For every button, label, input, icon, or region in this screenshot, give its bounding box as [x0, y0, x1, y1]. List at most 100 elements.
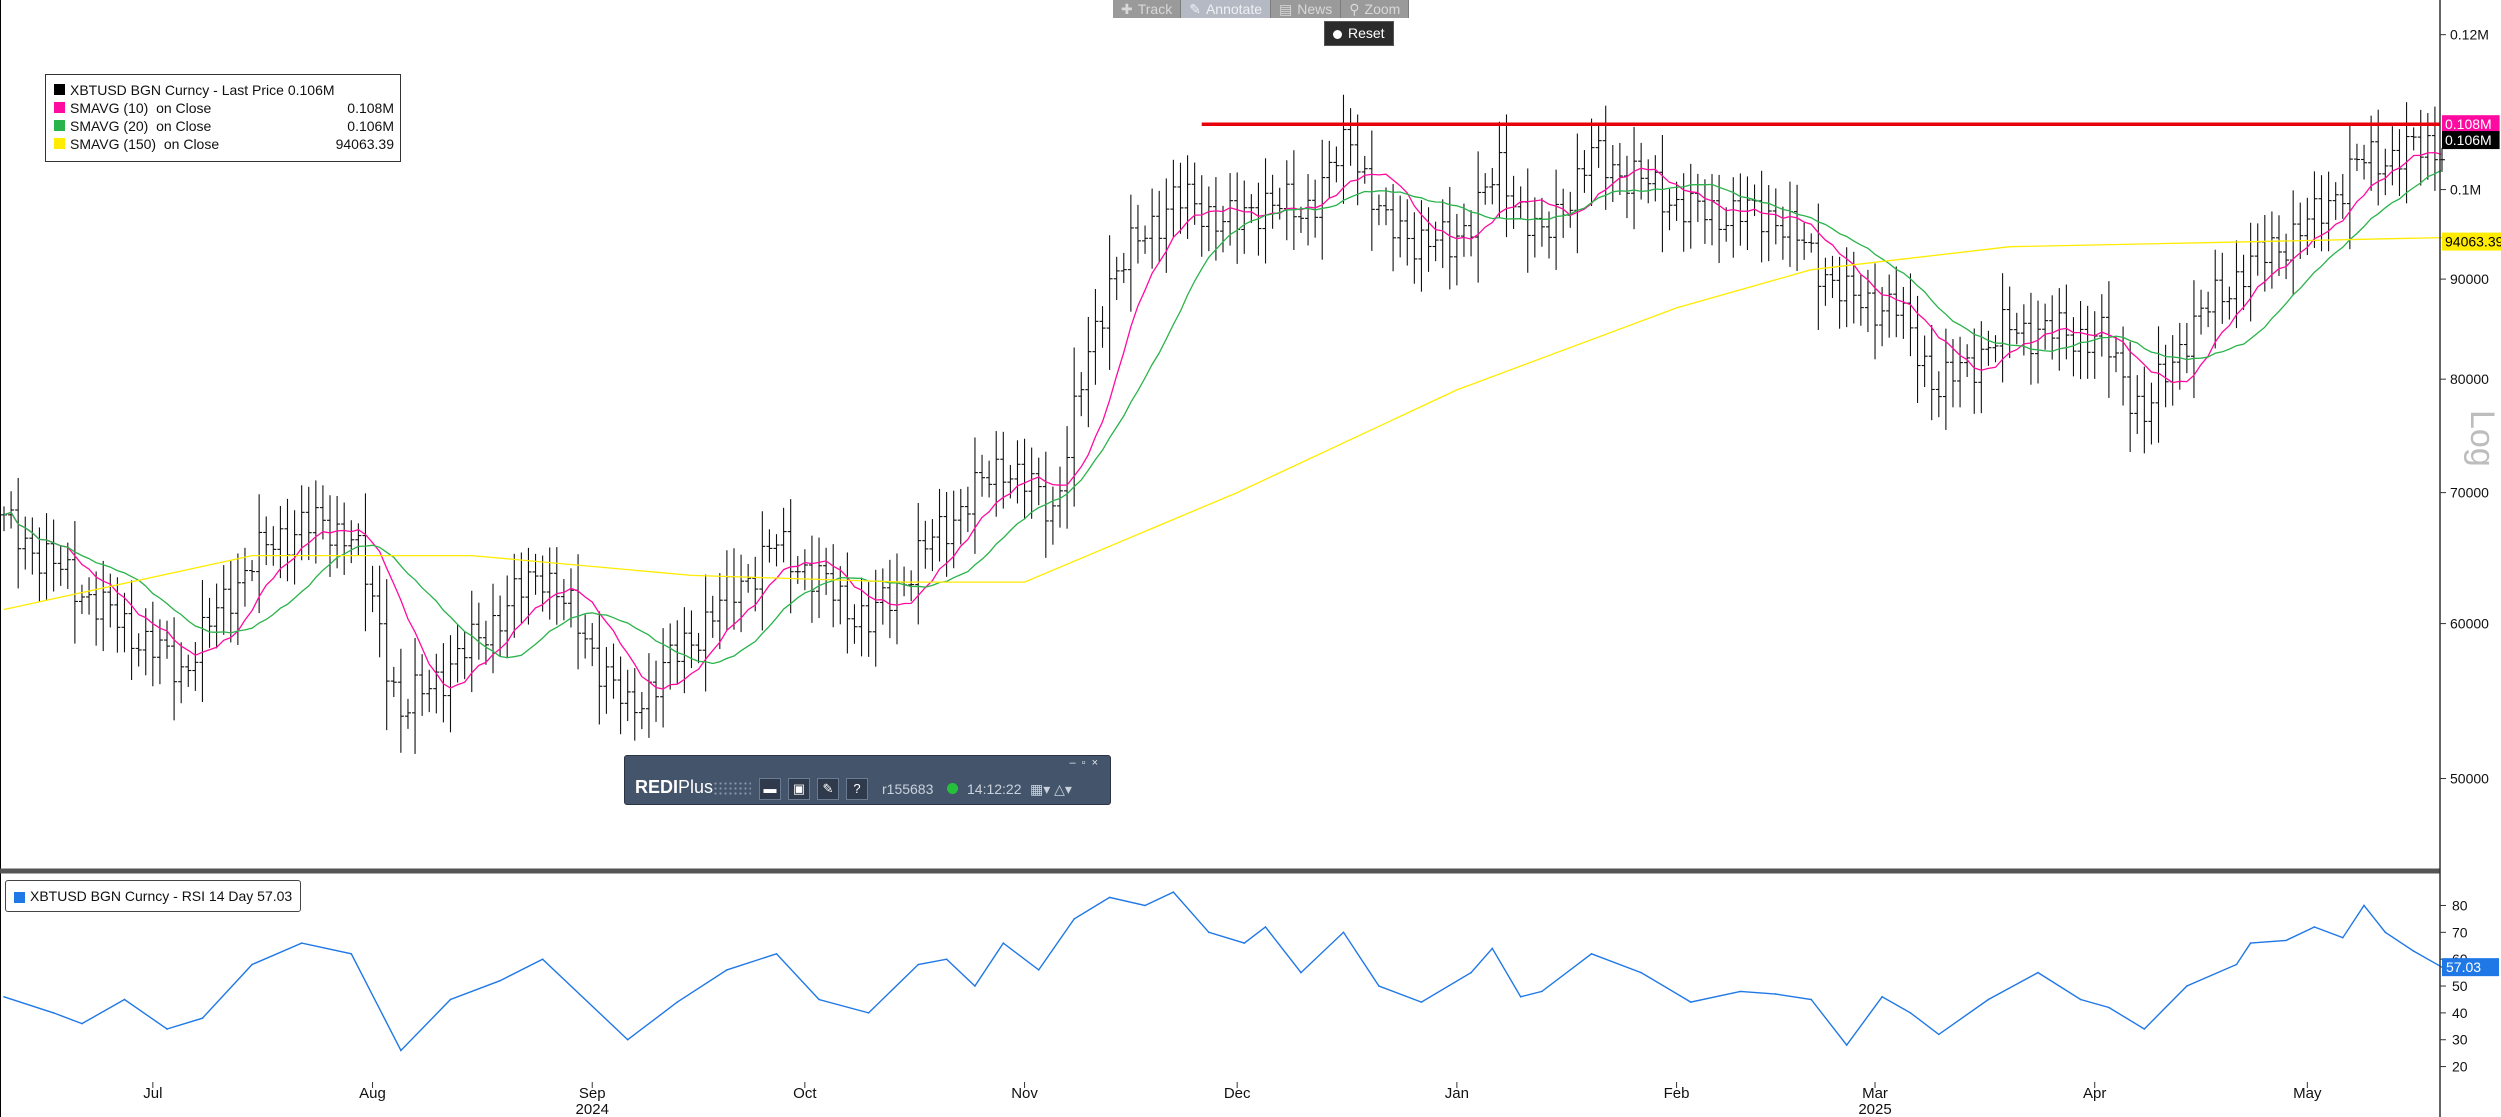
rsi-point-2025-02-10: [1739, 990, 1742, 993]
news-icon: ▤: [1279, 1, 1293, 17]
x-tick-label: Aug: [359, 1085, 386, 1102]
drag-handle[interactable]: [713, 781, 751, 795]
rsi-point-2024-06-10: [3, 995, 5, 998]
help-icon[interactable]: ?: [846, 778, 868, 800]
rsi-point-2024-11-18: [1144, 904, 1146, 907]
legend-label: SMAVG (20) on Close: [70, 118, 212, 134]
rsi-point-2025-03-24: [2037, 971, 2039, 974]
rsi-point-2025-01-03: [1470, 971, 1472, 974]
legend-swatch: [54, 102, 65, 113]
rsi-point-2024-09-06: [626, 1038, 629, 1041]
rsi-point-2024-08-19: [499, 979, 501, 982]
rediplus-toolbar[interactable]: –▫× REDIPlus ▬ ▣ ✎ ? r155683 14:12:22 ▦▾…: [624, 755, 1111, 805]
folder-icon[interactable]: ▬: [759, 778, 781, 800]
rsi-point-2025-01-27: [1640, 971, 1642, 974]
track-button[interactable]: ✚ Track: [1113, 0, 1182, 18]
rsi-point-2025-01-20: [1590, 953, 1593, 955]
rsi-point-2025-05-02: [2313, 926, 2316, 928]
y-tick-label: 0.1M: [2450, 182, 2481, 198]
price-tag-label: 0.106M: [2445, 132, 2492, 148]
legend-row-smavg-20: SMAVG (20) on Close 0.106M: [54, 117, 394, 135]
annotate-label: Annotate: [1205, 1, 1263, 17]
reset-label: Reset: [1348, 25, 1385, 41]
rsi-point-2025-04-23: [2249, 942, 2252, 944]
y-tick-label: 70000: [2450, 485, 2489, 501]
legend-swatch: [54, 84, 65, 95]
rsi-point-2024-07-22: [300, 942, 303, 944]
rsi-point-2025-04-08: [2143, 1028, 2146, 1030]
rsi-point-2025-03-17: [1987, 998, 1990, 1001]
rsi-legend-label: XBTUSD BGN Curncy - RSI 14 Day 57.03: [30, 888, 293, 904]
year-label: 2024: [576, 1101, 609, 1117]
rsi-point-2025-03-10: [1938, 1033, 1940, 1036]
rsi-point-2024-06-17: [52, 1012, 55, 1014]
rsi-point-2025-05-09: [2363, 904, 2365, 907]
rsi-point-2025-02-15: [1775, 993, 1777, 995]
legend-label: SMAVG (150) on Close: [70, 136, 220, 152]
price-tag-label: 0.108M: [2445, 116, 2492, 132]
rsi-y-tick-label: 40: [2452, 1005, 2468, 1021]
rsi-point-2025-02-03: [1689, 1001, 1692, 1003]
rsi-panel: 2030405060708057.03: [3, 891, 2499, 1075]
rsi-point-2025-04-14: [2186, 985, 2188, 987]
legend-value: 0.106M: [347, 118, 394, 134]
rsi-point-2024-08-05: [400, 1049, 402, 1052]
price-panel: 50000 60000 70000 80000 90000 0.1M 0.12M 0.108M…: [1, 27, 2501, 786]
rsi-point-2024-12-27: [1420, 1001, 1423, 1003]
rsi-point-2025-01-06: [1491, 947, 1494, 950]
zoom-button[interactable]: ⚲ Zoom: [1341, 0, 1410, 18]
rsi-point-2024-10-10: [867, 1012, 870, 1014]
series-line-smavg-20-on-close: [3, 169, 2443, 665]
rsi-point-2025-03-06: [1909, 1012, 1912, 1014]
rsi-point-2024-08-12: [449, 998, 452, 1001]
window-icon[interactable]: ▣: [788, 778, 810, 800]
rsi-point-2024-08-25: [541, 958, 544, 960]
price-tag-0.108M: [2442, 115, 2500, 134]
news-button[interactable]: ▤ News: [1271, 0, 1342, 18]
rsi-point-2024-06-27: [123, 998, 126, 1001]
legend-value: 0.108M: [347, 100, 394, 116]
connection-status-icon: [947, 783, 958, 794]
chart-toolbar: ✚ Track ✎ Annotate ▤ News ⚲ Zoom: [1113, 0, 1410, 18]
x-tick-label: Dec: [1224, 1085, 1251, 1102]
series-line-smavg-150: [3, 236, 2443, 611]
reset-button[interactable]: Reset: [1324, 21, 1394, 46]
wrench-icon[interactable]: ✎: [817, 778, 839, 800]
rsi-y-tick-label: 20: [2452, 1059, 2468, 1075]
rsi-legend[interactable]: XBTUSD BGN Curncy - RSI 14 Day 57.03: [5, 880, 302, 912]
legend-label: XBTUSD BGN Curncy - Last Price 0.106M: [70, 82, 335, 98]
log-scale-label: Log: [2463, 410, 2501, 467]
grid-alert-icons[interactable]: ▦▾ △▾: [1030, 781, 1072, 797]
x-tick-label: Apr: [2083, 1085, 2106, 1102]
rsi-point-2025-03-02: [1881, 995, 1883, 998]
rsi-point-2025-05-12: [2384, 931, 2387, 934]
price-tag-0.106M: [2442, 131, 2500, 150]
x-tick-label: Mar: [1862, 1085, 1888, 1102]
rsi-point-2024-11-13: [1108, 896, 1111, 899]
window-controls[interactable]: –▫×: [1069, 757, 1104, 769]
y-tick-label: 90000: [2450, 271, 2489, 287]
annotate-button[interactable]: ✎ Annotate: [1181, 0, 1272, 18]
rsi-y-tick-label: 50: [2452, 978, 2468, 994]
legend-value: 94063.39: [335, 136, 394, 152]
rsi-point-2024-10-29: [1002, 942, 1005, 944]
rsi-y-tick-label: 80: [2452, 897, 2468, 913]
price-tag-label: 94063.39: [2445, 234, 2501, 250]
legend-swatch: [14, 891, 25, 903]
rsi-point-2024-07-15: [251, 963, 253, 966]
legend-swatch: [54, 138, 65, 149]
rsi-point-2025-01-10: [1519, 995, 1522, 998]
x-tick-label: Oct: [793, 1085, 817, 1102]
y-tick-label: 60000: [2450, 616, 2489, 632]
y-tick-label: 80000: [2450, 371, 2489, 387]
price-legend[interactable]: XBTUSD BGN Curncy - Last Price 0.106M SM…: [45, 74, 401, 162]
rsi-point-2024-07-08: [201, 1017, 204, 1020]
reset-icon: [1333, 29, 1342, 39]
rsi-point-2025-04-21: [2235, 963, 2238, 966]
clock-time: 14:12:22: [967, 781, 1022, 797]
rsi-point-2025-04-03: [2108, 1006, 2110, 1009]
rsi-point-2025-01-13: [1541, 990, 1543, 993]
rsi-point-2024-09-20: [726, 969, 728, 971]
x-tick-label: Sep: [579, 1085, 606, 1102]
